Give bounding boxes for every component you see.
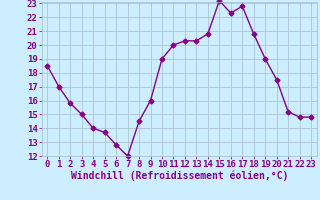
X-axis label: Windchill (Refroidissement éolien,°C): Windchill (Refroidissement éolien,°C) <box>70 171 288 181</box>
